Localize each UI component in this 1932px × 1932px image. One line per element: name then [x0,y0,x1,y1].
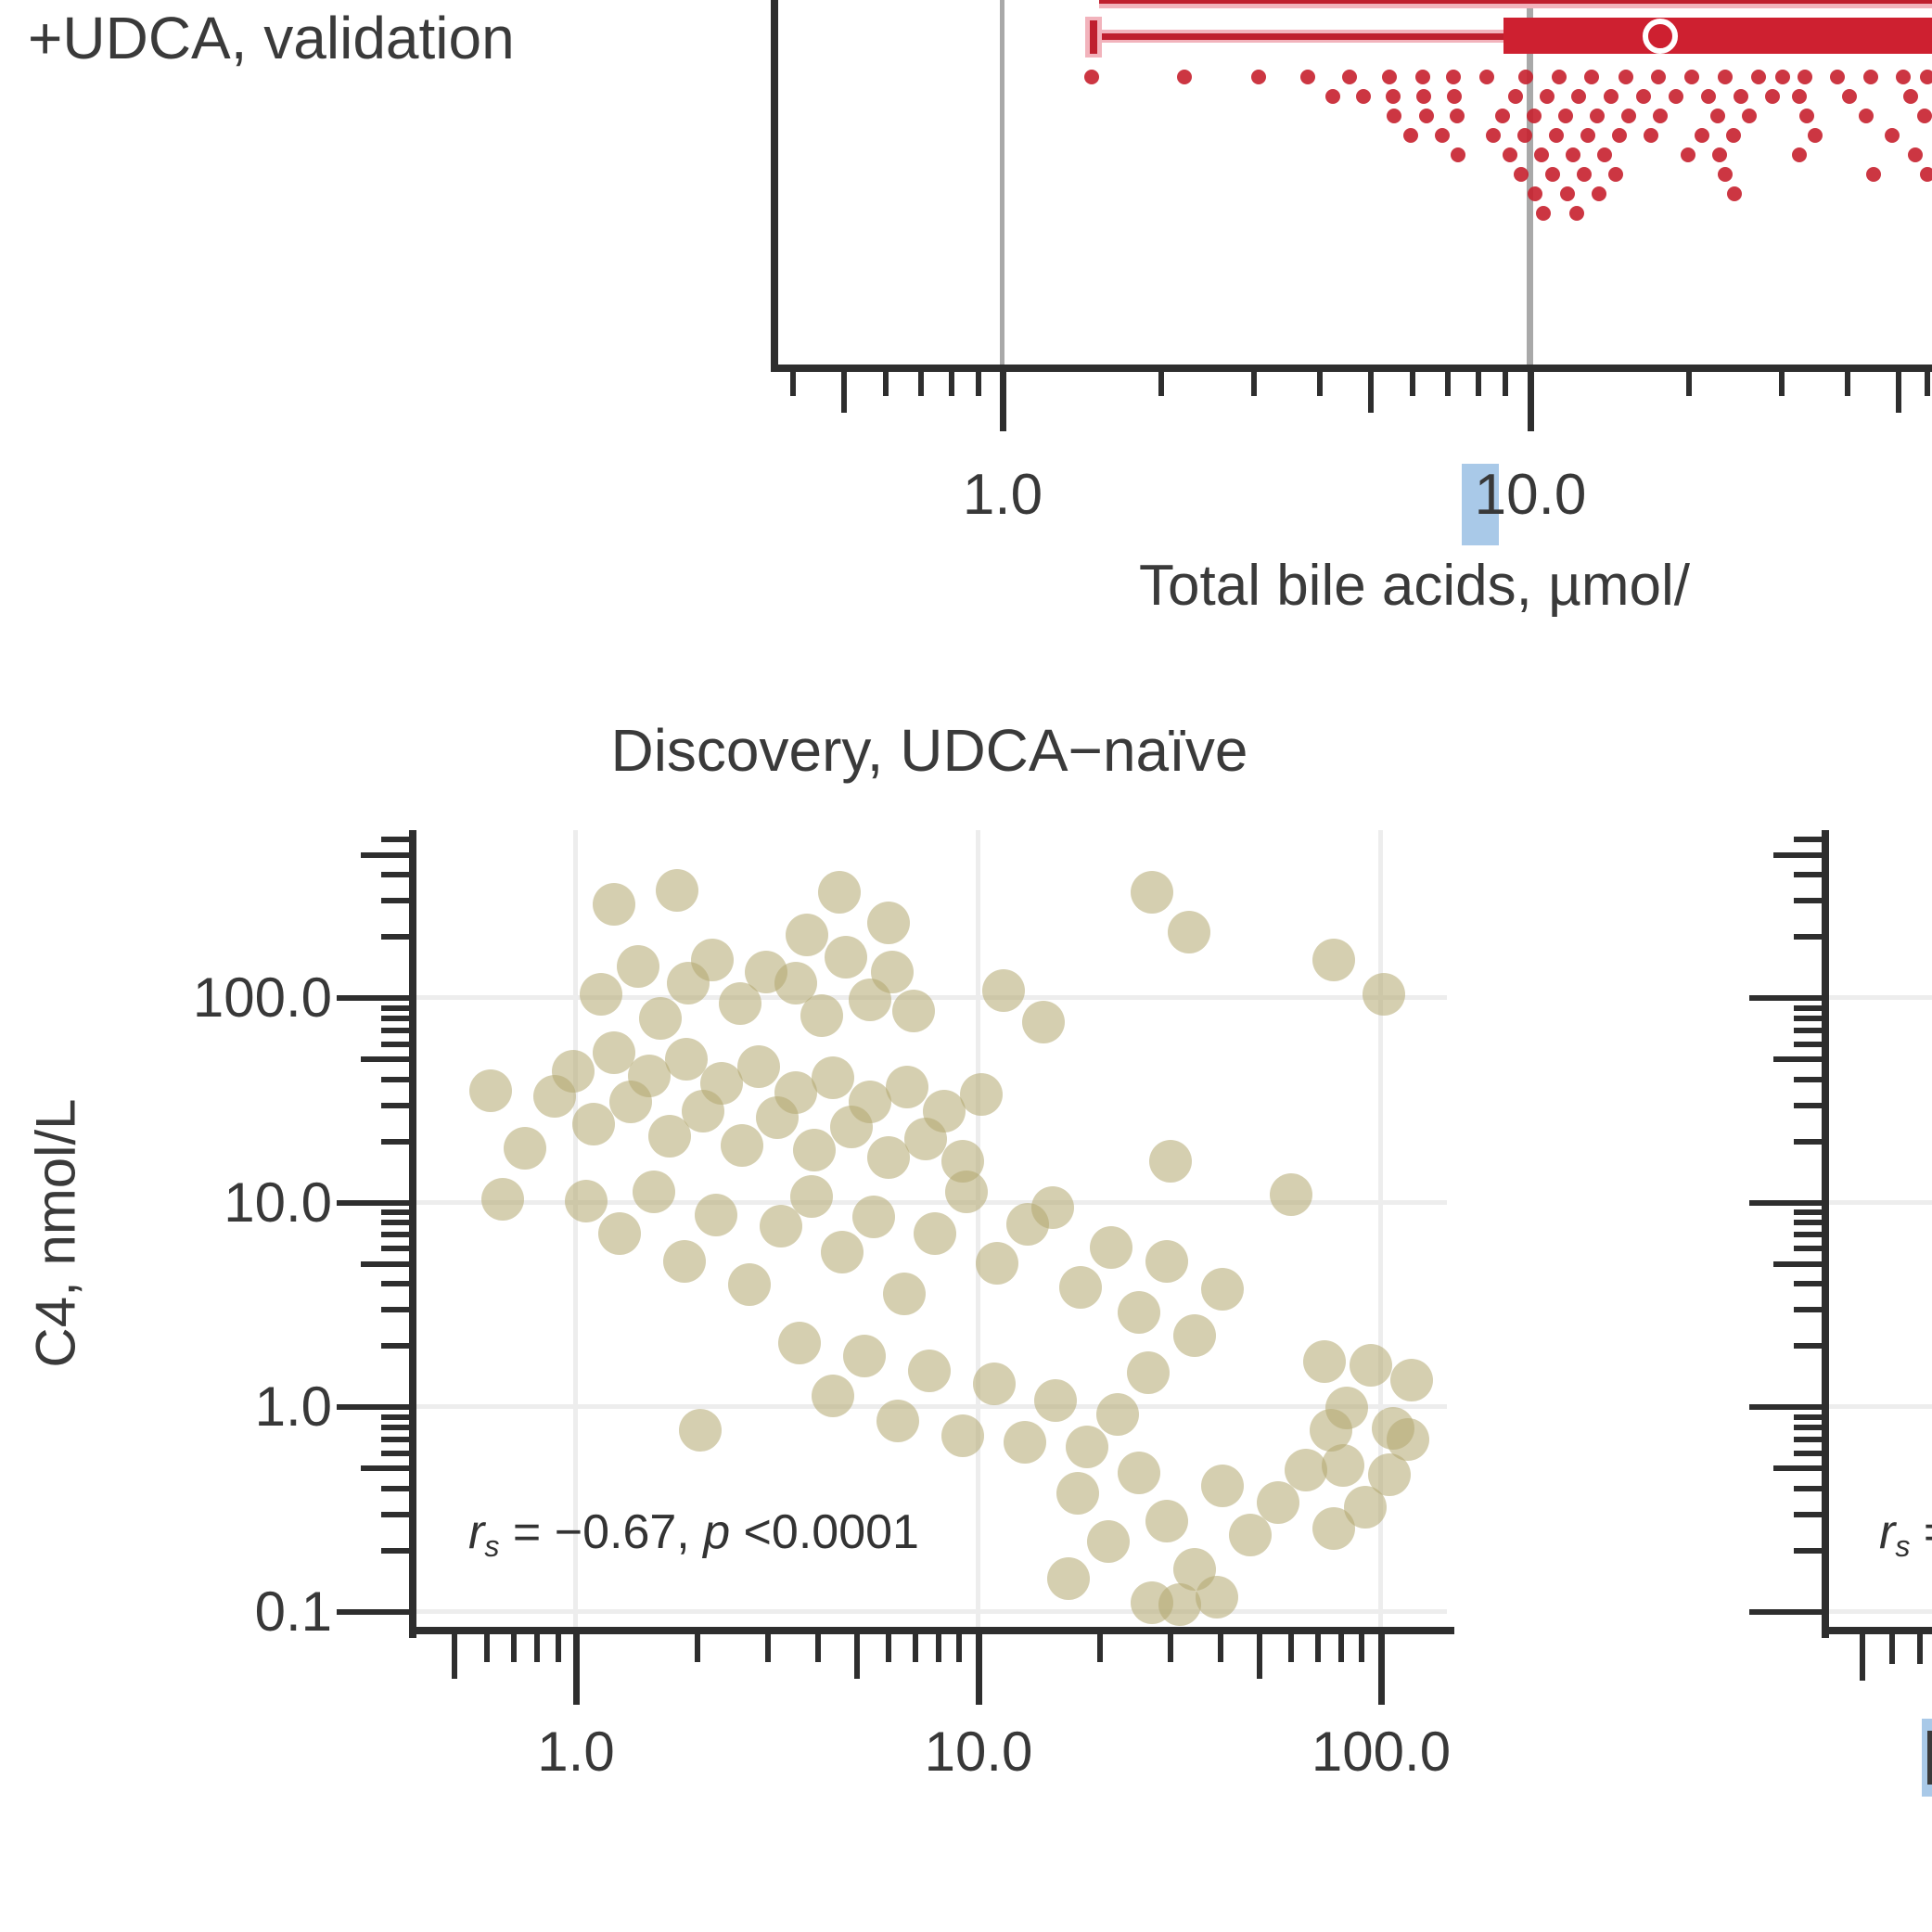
annotation-value: = −0.67, [499,1505,704,1559]
y-tick-label-1: 1.0 [254,1375,332,1438]
scatter-title: Discovery, UDCA−naïve [610,717,1248,784]
x-tick-label-1: 1.0 [537,1721,615,1783]
x-tick-label-10: 10.0 [924,1721,1033,1783]
mean-circle-marker [1643,19,1678,54]
annotation-p: p [703,1505,731,1559]
right-annotation-r: r [1879,1505,1896,1559]
top-x-tick-label-10: 10.0 [1474,463,1587,527]
right-correlation-annotation: rs = [1879,1504,1932,1564]
scatter-y-axis-title: C4, nmol/L [24,1098,87,1368]
y-tick-label-0p1: 0.1 [254,1580,332,1643]
annotation-p-value: <0.0001 [730,1505,919,1559]
correlation-annotation: rs = −0.67, p <0.0001 [468,1504,919,1564]
y-tick-label-100: 100.0 [192,966,332,1029]
y-tick-label-10: 10.0 [224,1171,332,1234]
row-label-udca-validation: +UDCA, validation [28,5,515,71]
top-x-tick-label-1: 1.0 [962,463,1043,527]
top-x-axis-title: Total bile acids, µmol/ [1139,554,1690,618]
annotation-r-subscript: s [484,1529,500,1564]
right-annotation-eq: = [1910,1505,1932,1559]
annotation-r: r [468,1505,485,1559]
right-annotation-r-subscript: s [1895,1529,1911,1564]
x-tick-label-100: 100.0 [1311,1721,1452,1783]
